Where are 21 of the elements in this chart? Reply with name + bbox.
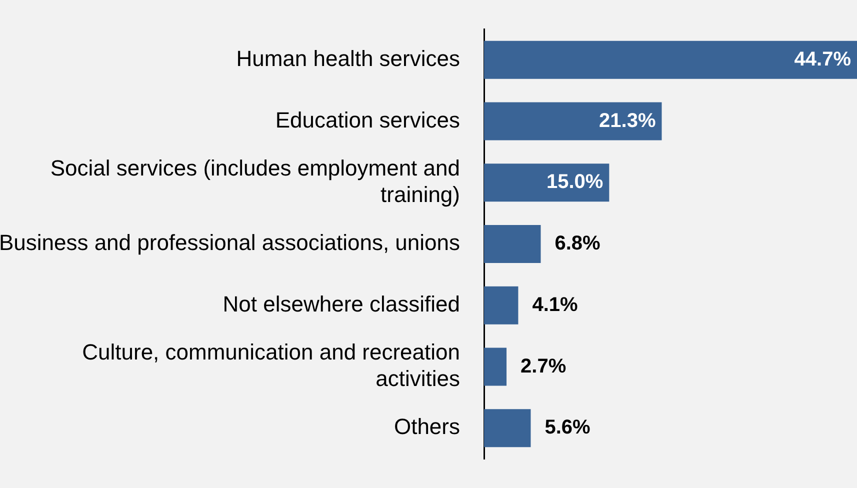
y-tick-label: Social services (includes employment and training) [50, 155, 460, 207]
bar [484, 164, 610, 202]
bar [484, 224, 541, 264]
y-tick-label: Education services [275, 107, 460, 132]
y-tick-label: Others [394, 414, 460, 440]
y-tick-label: Human health services [236, 46, 460, 71]
y-tick-label: Business and professional associations, unions [0, 230, 460, 256]
data-label: 21.3% [599, 110, 656, 132]
data-label: 5.6% [544, 416, 591, 439]
bar [484, 286, 518, 324]
y-tick-label: Not elsewhere classified [222, 291, 460, 316]
data-label: 2.7% [520, 355, 566, 378]
data-label: 44.7% [794, 48, 852, 70]
data-label: 15.0% [546, 171, 604, 194]
data-label: 4.1% [532, 294, 578, 316]
bar [484, 348, 507, 386]
bar [484, 409, 531, 448]
y-tick-label: Culture, communication and recreation activities [82, 340, 460, 392]
bar [484, 40, 857, 79]
bar [484, 102, 662, 140]
data-label: 6.8% [554, 232, 601, 255]
